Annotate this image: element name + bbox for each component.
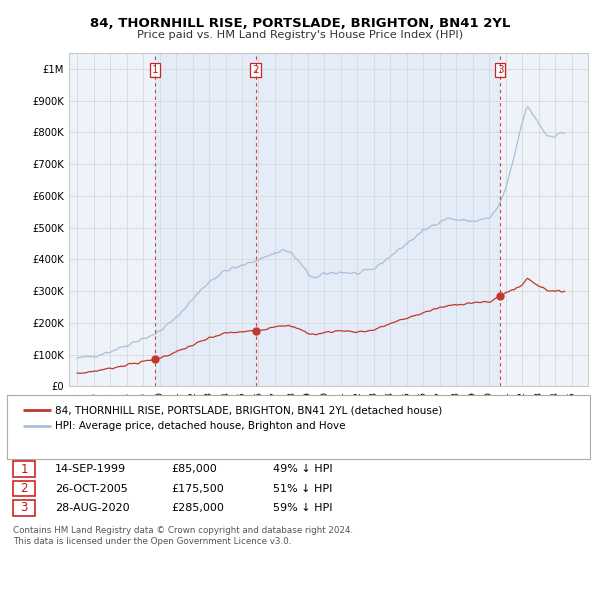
Text: 84, THORNHILL RISE, PORTSLADE, BRIGHTON, BN41 2YL: 84, THORNHILL RISE, PORTSLADE, BRIGHTON,… bbox=[90, 17, 510, 30]
Text: 51% ↓ HPI: 51% ↓ HPI bbox=[273, 484, 332, 493]
Text: 1: 1 bbox=[152, 65, 158, 75]
Text: 2: 2 bbox=[252, 65, 259, 75]
Bar bbox=[155, 53, 256, 386]
Text: 26-OCT-2005: 26-OCT-2005 bbox=[55, 484, 128, 493]
Text: 1: 1 bbox=[20, 463, 28, 476]
Text: £85,000: £85,000 bbox=[171, 464, 217, 474]
Text: £285,000: £285,000 bbox=[171, 503, 224, 513]
Text: Price paid vs. HM Land Registry's House Price Index (HPI): Price paid vs. HM Land Registry's House … bbox=[137, 30, 463, 40]
Text: 3: 3 bbox=[497, 65, 503, 75]
Text: 59% ↓ HPI: 59% ↓ HPI bbox=[273, 503, 332, 513]
Text: 84, THORNHILL RISE, PORTSLADE, BRIGHTON, BN41 2YL (detached house): 84, THORNHILL RISE, PORTSLADE, BRIGHTON,… bbox=[55, 405, 442, 415]
Text: 3: 3 bbox=[20, 502, 28, 514]
Bar bbox=[256, 53, 500, 386]
Text: HPI: Average price, detached house, Brighton and Hove: HPI: Average price, detached house, Brig… bbox=[55, 421, 346, 431]
Text: £175,500: £175,500 bbox=[171, 484, 224, 493]
Text: 49% ↓ HPI: 49% ↓ HPI bbox=[273, 464, 332, 474]
Text: 28-AUG-2020: 28-AUG-2020 bbox=[55, 503, 130, 513]
Text: 14-SEP-1999: 14-SEP-1999 bbox=[55, 464, 127, 474]
Text: 2: 2 bbox=[20, 482, 28, 495]
Text: Contains HM Land Registry data © Crown copyright and database right 2024.
This d: Contains HM Land Registry data © Crown c… bbox=[13, 526, 353, 546]
